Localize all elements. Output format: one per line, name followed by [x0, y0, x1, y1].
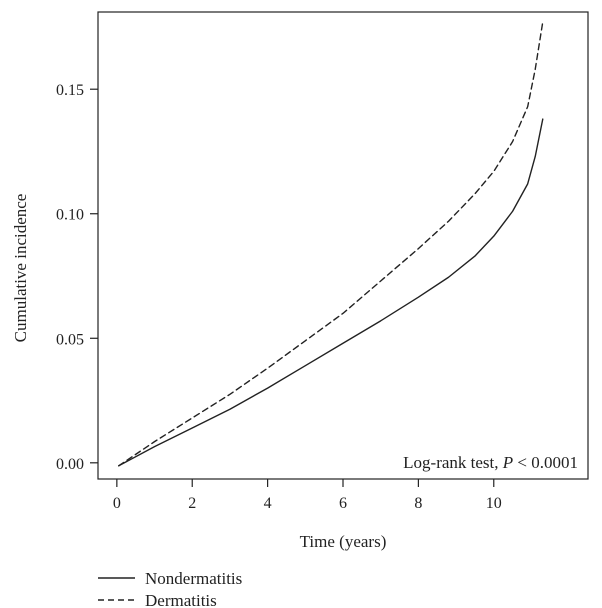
x-tick-label: 2 — [188, 495, 196, 512]
log-rank-suffix: < 0.0001 — [513, 453, 578, 472]
legend: Nondermatitis Dermatitis — [98, 569, 242, 608]
legend-label-nondermatitis: Nondermatitis — [145, 569, 242, 588]
series-layer — [118, 21, 544, 467]
x-tick-label: 4 — [264, 495, 272, 512]
x-tick-label: 10 — [486, 495, 502, 512]
y-axis-title: Cumulative incidence — [11, 194, 30, 343]
y-tick-label: 0.15 — [56, 82, 84, 99]
p-symbol: P — [502, 453, 513, 472]
series-line-nondermatitis — [118, 118, 544, 467]
x-tick-label: 6 — [339, 495, 347, 512]
y-tick-label: 0.00 — [56, 456, 84, 473]
log-rank-prefix: Log-rank test, — [403, 453, 503, 472]
series-line-dermatitis — [118, 21, 544, 467]
legend-label-dermatitis: Dermatitis — [145, 591, 217, 608]
x-tick-label: 0 — [113, 495, 121, 512]
y-axis: 0.00 0.05 0.10 0.15 — [56, 82, 98, 473]
y-tick-label: 0.05 — [56, 331, 84, 348]
y-tick-label: 0.10 — [56, 207, 84, 224]
plot-frame — [97, 11, 589, 480]
x-axis: 0 2 4 6 8 10 — [113, 479, 502, 512]
log-rank-annotation: Log-rank test, P < 0.0001 — [403, 453, 578, 472]
x-tick-label: 8 — [414, 495, 422, 512]
x-axis-title: Time (years) — [300, 532, 387, 551]
